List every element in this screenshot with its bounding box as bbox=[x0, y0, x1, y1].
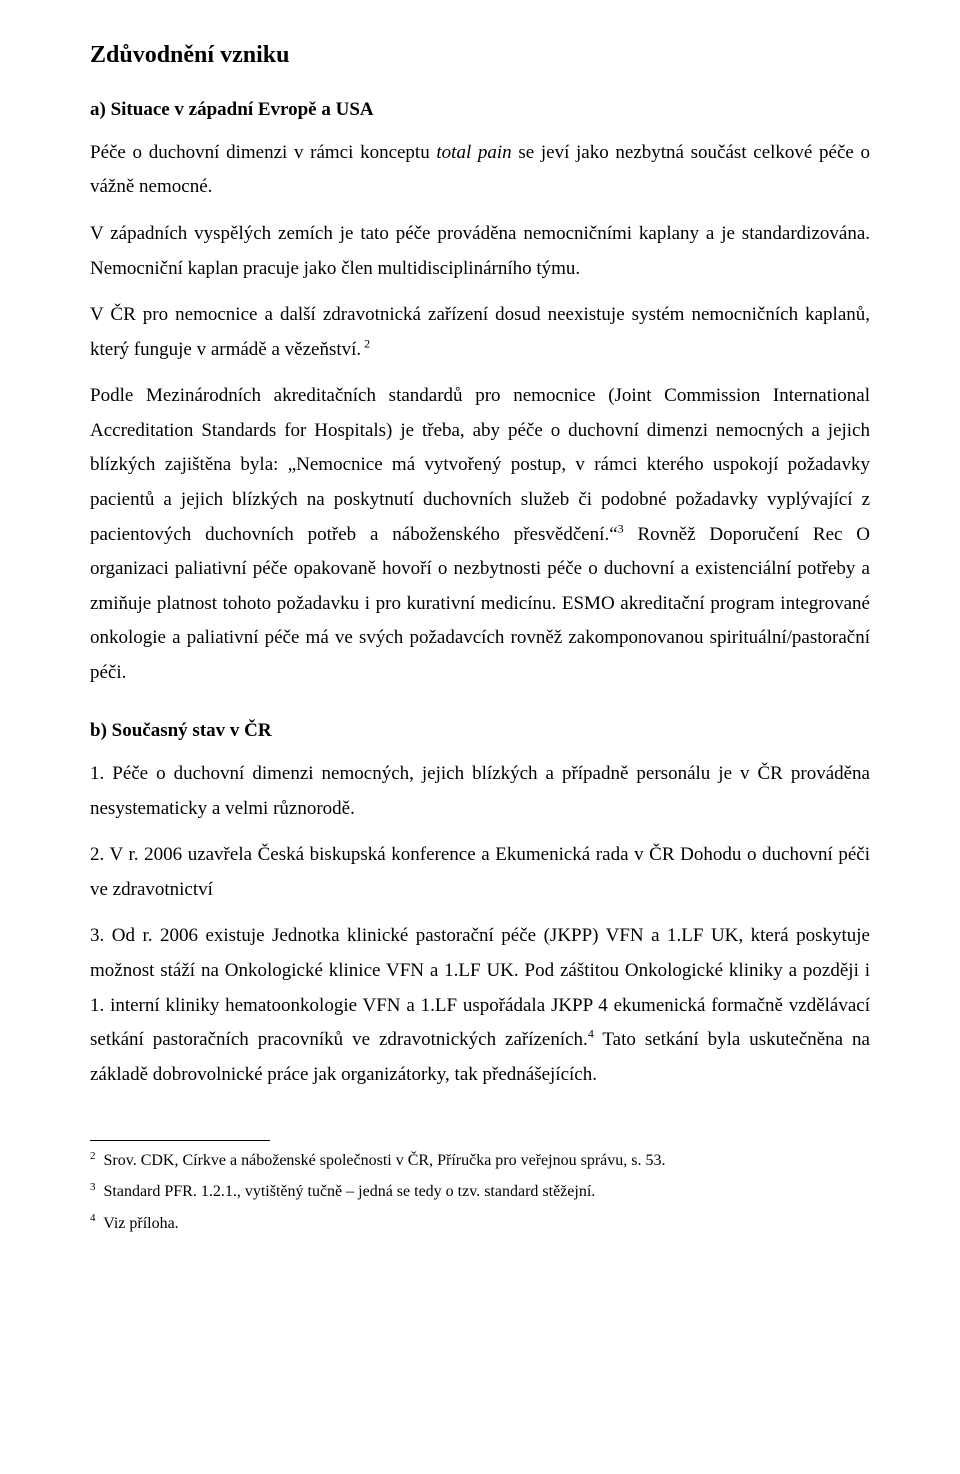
section-b-p1: 1. Péče o duchovní dimenzi nemocných, je… bbox=[90, 757, 870, 826]
section-a-p1: Péče o duchovní dimenzi v rámci konceptu… bbox=[90, 136, 870, 205]
footnote-3-text: Standard PFR. 1.2.1., vytištěný tučně – … bbox=[104, 1183, 596, 1200]
footnote-4: 4 Viz příloha. bbox=[90, 1210, 870, 1237]
p4-text-a: Podle Mezinárodních akreditačních standa… bbox=[90, 385, 870, 544]
section-a-title: a) Situace v západní Evropě a USA bbox=[90, 97, 870, 124]
footnote-number-2: 2 bbox=[90, 1150, 96, 1162]
footnote-4-text: Viz příloha. bbox=[103, 1215, 178, 1232]
footnote-2-text: Srov. CDK, Církve a náboženské společnos… bbox=[104, 1152, 666, 1169]
section-b-p3: 3. Od r. 2006 existuje Jednotka klinické… bbox=[90, 919, 870, 1092]
section-b-p2: 2. V r. 2006 uzavřela Česká biskupská ko… bbox=[90, 838, 870, 907]
section-b-title: b) Současný stav v ČR bbox=[90, 718, 870, 745]
p1-text-a: Péče o duchovní dimenzi v rámci konceptu bbox=[90, 142, 436, 163]
footnote-ref-2: 2 bbox=[361, 336, 370, 350]
p1-italic: total pain bbox=[436, 142, 511, 163]
section-a-p3: V ČR pro nemocnice a další zdravotnická … bbox=[90, 298, 870, 367]
footnote-number-4: 4 bbox=[90, 1212, 96, 1224]
footnote-number-3: 3 bbox=[90, 1181, 96, 1193]
page-title: Zdůvodnění vzniku bbox=[90, 40, 870, 71]
document-page: Zdůvodnění vzniku a) Situace v západní E… bbox=[0, 0, 960, 1281]
footnote-separator bbox=[90, 1140, 270, 1141]
section-a-p4: Podle Mezinárodních akreditačních standa… bbox=[90, 379, 870, 690]
p3-text: V ČR pro nemocnice a další zdravotnická … bbox=[90, 304, 870, 360]
p4-text-b: Rovněž Doporučení Rec O organizaci palia… bbox=[90, 524, 870, 683]
section-a-p2: V západních vyspělých zemích je tato péč… bbox=[90, 217, 870, 286]
footnote-2: 2 Srov. CDK, Církve a náboženské společn… bbox=[90, 1147, 870, 1174]
footnote-3: 3 Standard PFR. 1.2.1., vytištěný tučně … bbox=[90, 1178, 870, 1205]
